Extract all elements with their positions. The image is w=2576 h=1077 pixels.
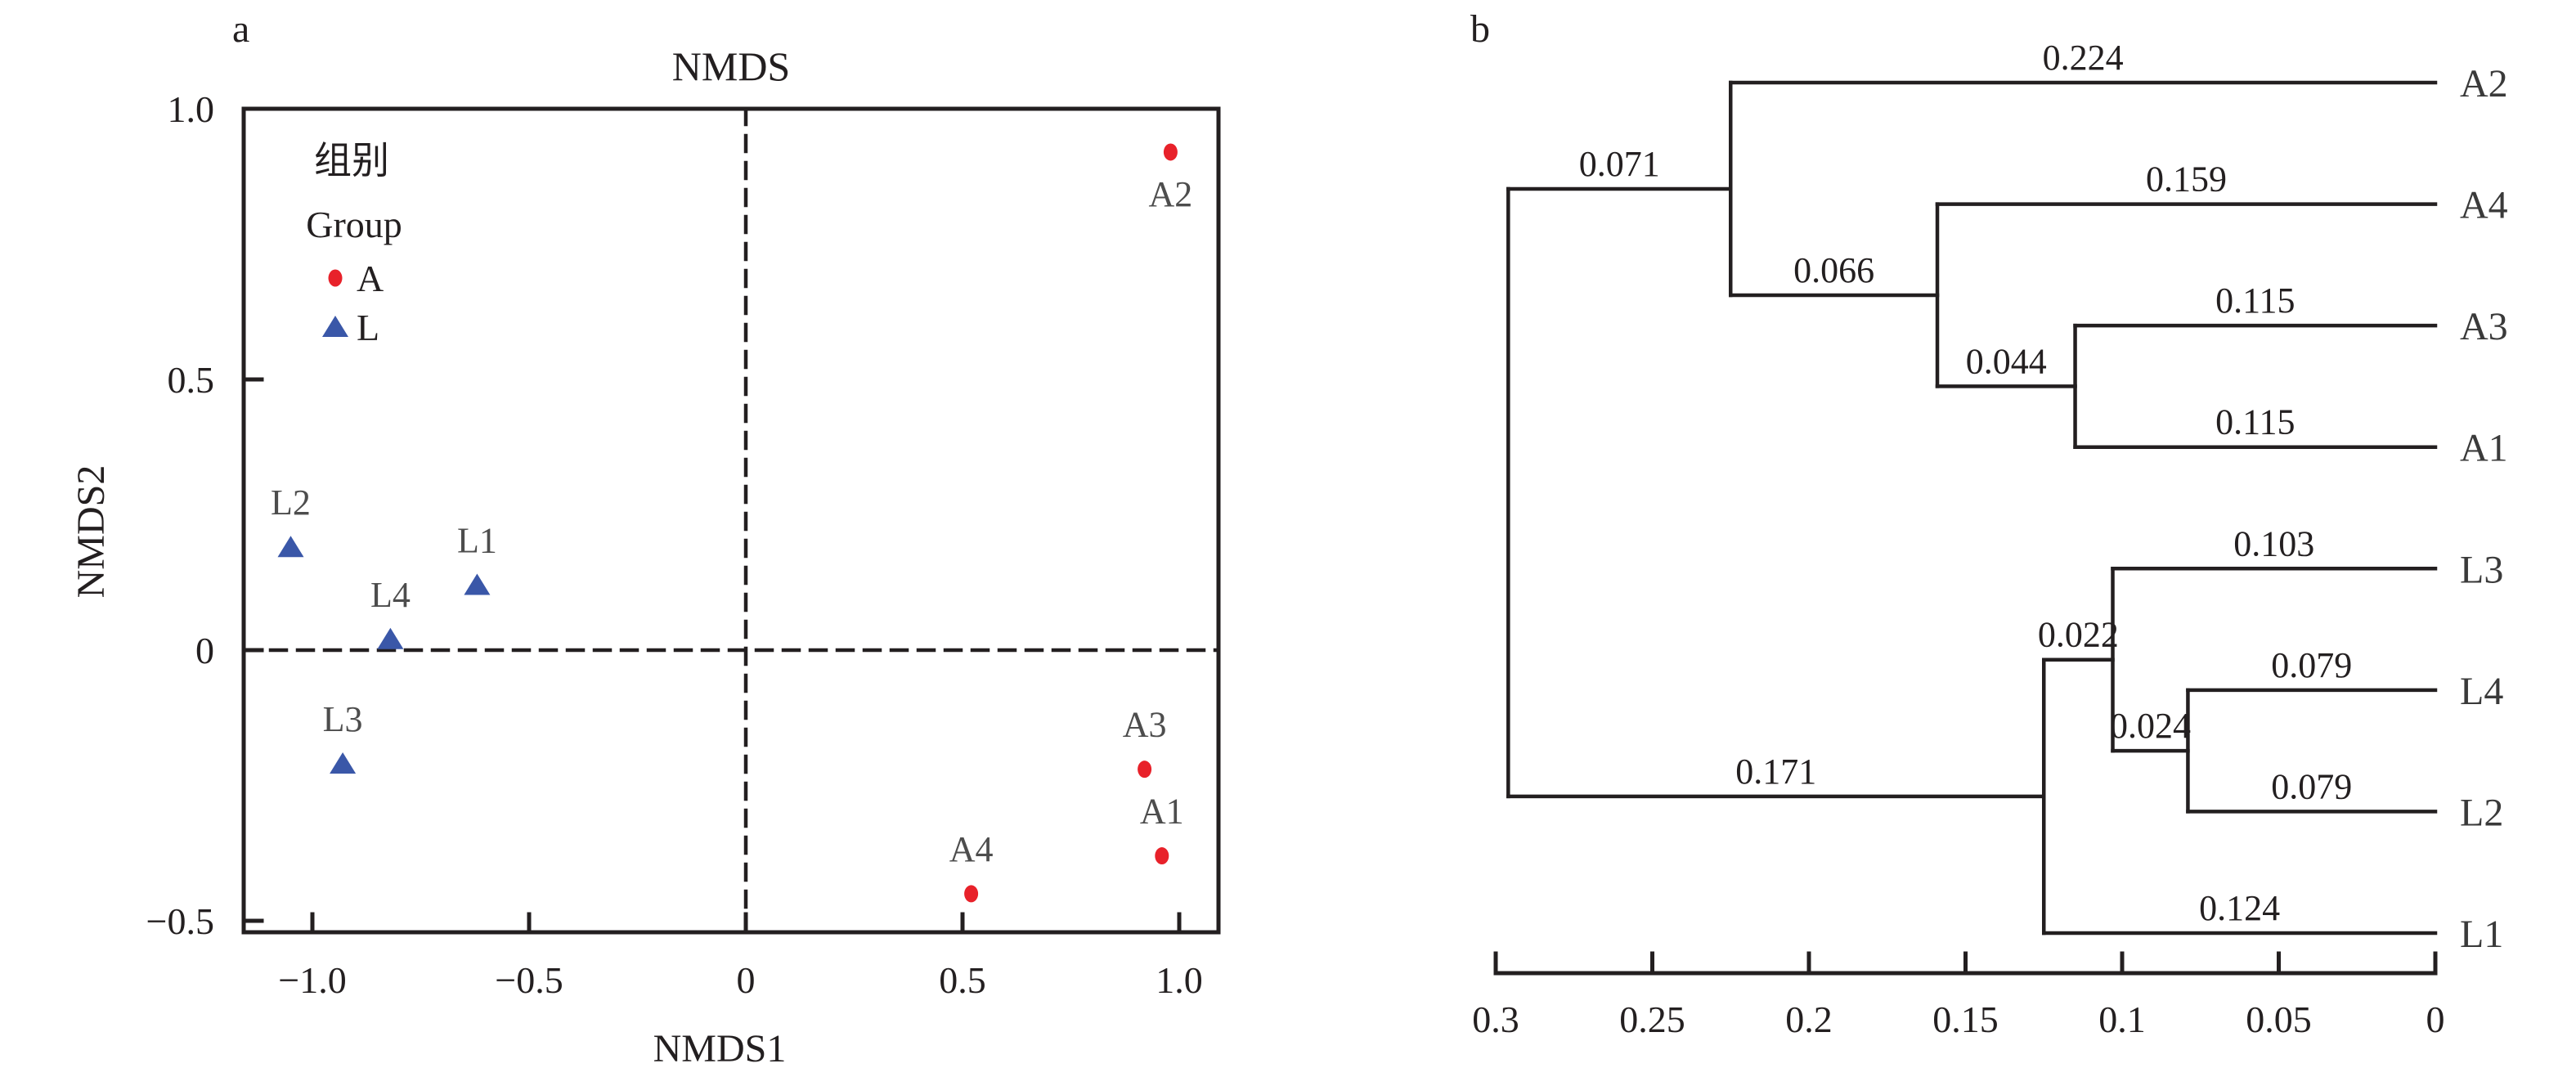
branch-length-label: 0.071 bbox=[1579, 144, 1660, 184]
branch-length-label-A4: 0.159 bbox=[2146, 159, 2227, 200]
branch-length-label: 0.171 bbox=[1735, 752, 1816, 792]
legend-marker-L bbox=[322, 316, 348, 337]
point-L3 bbox=[330, 752, 357, 774]
leaf-label-L2: L2 bbox=[2460, 791, 2503, 834]
legend-marker-A bbox=[328, 269, 343, 287]
branch-length-label: 0.024 bbox=[2110, 706, 2191, 746]
scale-tick-label: 0.15 bbox=[1932, 998, 1999, 1040]
upgma-dendrogram: 0.071 0.224 A2 0.066 0.159 A4 0.044 0.115 A3 0.11… bbox=[1472, 38, 2508, 1040]
y-tick-label: 0 bbox=[195, 630, 214, 671]
scale-tick-label: 0 bbox=[2426, 998, 2445, 1040]
plot-title: NMDS bbox=[672, 43, 790, 89]
point-L2 bbox=[277, 536, 304, 558]
scale-tick-label: 0.1 bbox=[2098, 998, 2146, 1040]
branch-length-label-L3: 0.103 bbox=[2233, 523, 2314, 563]
branch-length-label: 0.066 bbox=[1793, 250, 1874, 290]
legend-title-en: Group bbox=[306, 204, 402, 245]
point-label-A3: A3 bbox=[1123, 705, 1167, 745]
point-A3 bbox=[1138, 761, 1152, 779]
point-label-A4: A4 bbox=[949, 829, 994, 869]
panel-a-letter: a bbox=[232, 7, 250, 51]
scale-tick-label: 0.25 bbox=[1619, 998, 1685, 1040]
point-label-L3: L3 bbox=[323, 699, 363, 739]
branch-length-label: 0.022 bbox=[2038, 615, 2119, 655]
branch-length-label-L1: 0.124 bbox=[2199, 888, 2280, 928]
point-label-A2: A2 bbox=[1149, 174, 1193, 214]
branch-length-label-A2: 0.224 bbox=[2043, 38, 2124, 78]
point-A1 bbox=[1155, 847, 1169, 865]
x-tick-label: 0 bbox=[737, 959, 756, 1001]
point-A4 bbox=[964, 885, 979, 903]
nmds-scatter-plot: NMDS NMDS1 NMDS2 −1.0 −0.5 0 0.5 1.0 1.0 0.5 0 −0.5… bbox=[70, 43, 1221, 1070]
y-tick-label: −0.5 bbox=[146, 900, 214, 942]
branch-length-label-L4: 0.079 bbox=[2271, 645, 2352, 685]
x-tick-label: 1.0 bbox=[1156, 959, 1203, 1001]
branch-length-label-A1: 0.115 bbox=[2215, 402, 2295, 442]
point-label-A1: A1 bbox=[1140, 792, 1184, 832]
scale-tick-label: 0.05 bbox=[2246, 998, 2312, 1040]
point-label-L4: L4 bbox=[370, 575, 411, 615]
point-L1 bbox=[464, 573, 491, 595]
branch-length-label-L2: 0.079 bbox=[2271, 766, 2352, 806]
point-L4 bbox=[377, 627, 404, 649]
x-tick-label: −0.5 bbox=[495, 959, 563, 1001]
x-tick-label: 0.5 bbox=[939, 959, 986, 1001]
leaf-label-L4: L4 bbox=[2460, 670, 2503, 713]
leaf-label-A1: A1 bbox=[2460, 427, 2508, 470]
y-tick-label: 1.0 bbox=[168, 88, 215, 130]
branch-length-label-A3: 0.115 bbox=[2215, 280, 2295, 321]
scale-tick-label: 0.3 bbox=[1472, 998, 1519, 1040]
x-axis-label: NMDS1 bbox=[653, 1027, 787, 1070]
leaf-label-L3: L3 bbox=[2460, 548, 2503, 591]
point-label-L1: L1 bbox=[457, 521, 497, 561]
legend-label-L: L bbox=[357, 307, 379, 348]
plot-box bbox=[241, 106, 1221, 935]
branch-length-label: 0.044 bbox=[1966, 341, 2047, 381]
y-axis-label: NMDS2 bbox=[70, 465, 113, 599]
y-tick-label: 0.5 bbox=[168, 359, 215, 401]
leaf-label-L1: L1 bbox=[2460, 913, 2503, 956]
point-A2 bbox=[1163, 143, 1178, 161]
scale-tick-label: 0.2 bbox=[1785, 998, 1833, 1040]
point-label-L2: L2 bbox=[271, 482, 311, 523]
leaf-label-A4: A4 bbox=[2460, 184, 2508, 227]
legend-title-cn: 组别 bbox=[314, 140, 389, 182]
x-tick-label: −1.0 bbox=[278, 959, 346, 1001]
legend-label-A: A bbox=[357, 258, 384, 299]
leaf-label-A3: A3 bbox=[2460, 305, 2508, 348]
leaf-label-A2: A2 bbox=[2460, 62, 2508, 105]
panel-b-letter: b bbox=[1470, 7, 1490, 51]
